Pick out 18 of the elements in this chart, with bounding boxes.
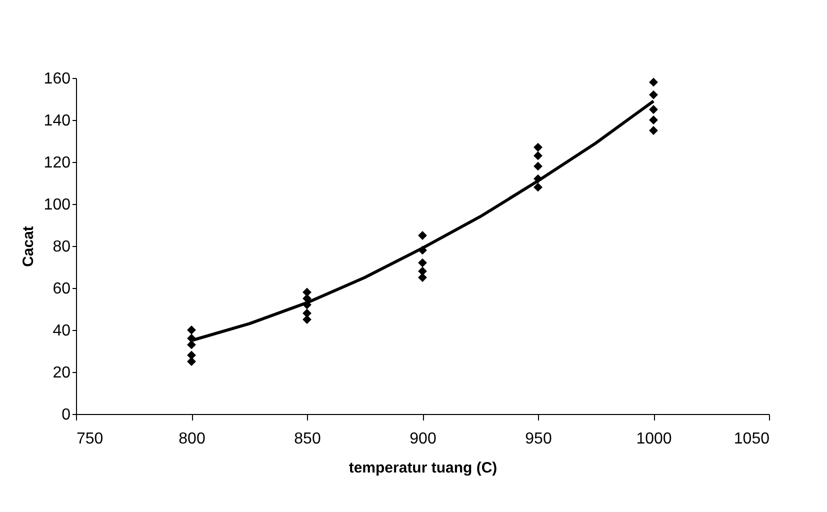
y-axis-title: Cacat (20, 226, 37, 267)
x-tick-label: 800 (178, 430, 206, 448)
x-tick-label: 950 (525, 430, 552, 448)
y-tick-label: 60 (52, 280, 71, 298)
y-tick-label: 40 (52, 322, 71, 340)
y-tick-label: 160 (44, 70, 71, 88)
y-tick-label: 20 (52, 364, 71, 382)
x-tick-label: 900 (410, 430, 436, 448)
x-axis-title: temperatur tuang (C) (348, 460, 498, 476)
y-tick-label: 120 (44, 154, 71, 172)
x-tick-label: 1000 (636, 430, 672, 448)
x-tick-label: 850 (294, 430, 321, 448)
y-tick-label: 0 (62, 406, 71, 424)
y-tick-label: 80 (52, 238, 71, 256)
x-tick-label: 750 (76, 430, 104, 448)
y-tick-label: 140 (44, 112, 71, 130)
x-tick-label: 1050 (734, 430, 770, 448)
y-tick-label: 100 (44, 196, 71, 214)
